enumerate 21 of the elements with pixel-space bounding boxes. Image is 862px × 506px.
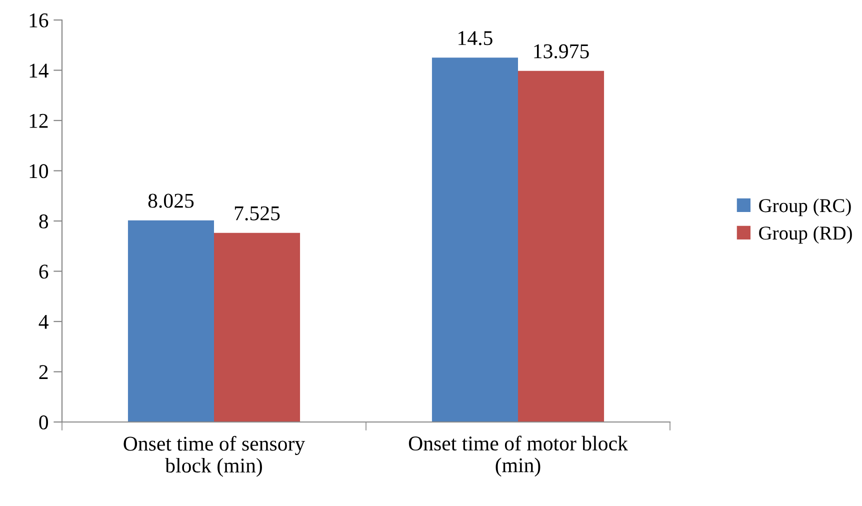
x-tick-label: Onset time of sensory block (min) bbox=[124, 436, 306, 477]
y-tick-label: 16 bbox=[30, 13, 48, 28]
y-tick-label: 8 bbox=[39, 214, 48, 228]
legend-label: Group (RC) bbox=[759, 198, 851, 216]
bar bbox=[518, 70, 604, 422]
bar bbox=[214, 232, 300, 422]
data-label: 14.5 bbox=[458, 31, 492, 46]
y-tick-label: 4 bbox=[38, 315, 48, 329]
y-tick-label: 14 bbox=[30, 64, 48, 78]
data-label: 13.975 bbox=[534, 44, 589, 58]
data-label: 8.025 bbox=[148, 194, 194, 208]
data-label: 7.525 bbox=[234, 206, 280, 220]
bar bbox=[128, 220, 214, 422]
legend-label: Group (RD) bbox=[759, 226, 852, 244]
x-tick-label: Onset time of motor block (min) bbox=[408, 436, 628, 477]
y-tick-label: 10 bbox=[30, 164, 48, 178]
bar bbox=[432, 58, 518, 422]
y-tick-label: 6 bbox=[39, 264, 48, 279]
y-tick-label: 2 bbox=[39, 365, 48, 379]
y-tick-label: 0 bbox=[39, 415, 48, 430]
y-tick-label: 12 bbox=[30, 114, 48, 128]
